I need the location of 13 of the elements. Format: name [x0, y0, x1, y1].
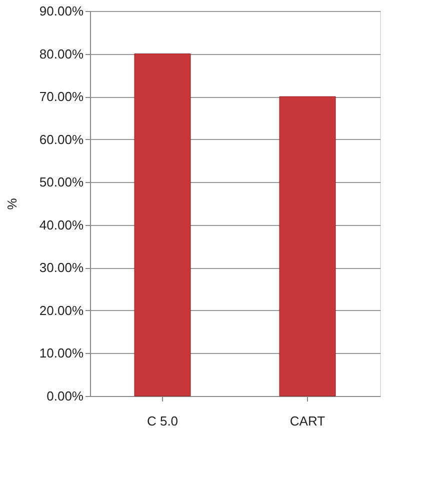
y-tick-label: 0.00%: [46, 388, 84, 404]
y-tick-label: 60.00%: [39, 132, 84, 147]
y-tick-label: 30.00%: [39, 260, 84, 276]
y-tick-label: 40.00%: [39, 217, 84, 232]
y-tick-label: 70.00%: [39, 89, 84, 104]
y-tick-label: 80.00%: [39, 46, 84, 62]
x-tick-label: CART: [290, 414, 326, 428]
y-axis-title: %: [4, 198, 20, 210]
y-tick-label: 50.00%: [39, 174, 84, 190]
x-tick-label: C 5.0: [146, 414, 178, 428]
y-tick-label: 10.00%: [39, 346, 84, 361]
y-tick-label: 90.00%: [39, 4, 84, 18]
y-tick-label: 20.00%: [39, 302, 84, 318]
